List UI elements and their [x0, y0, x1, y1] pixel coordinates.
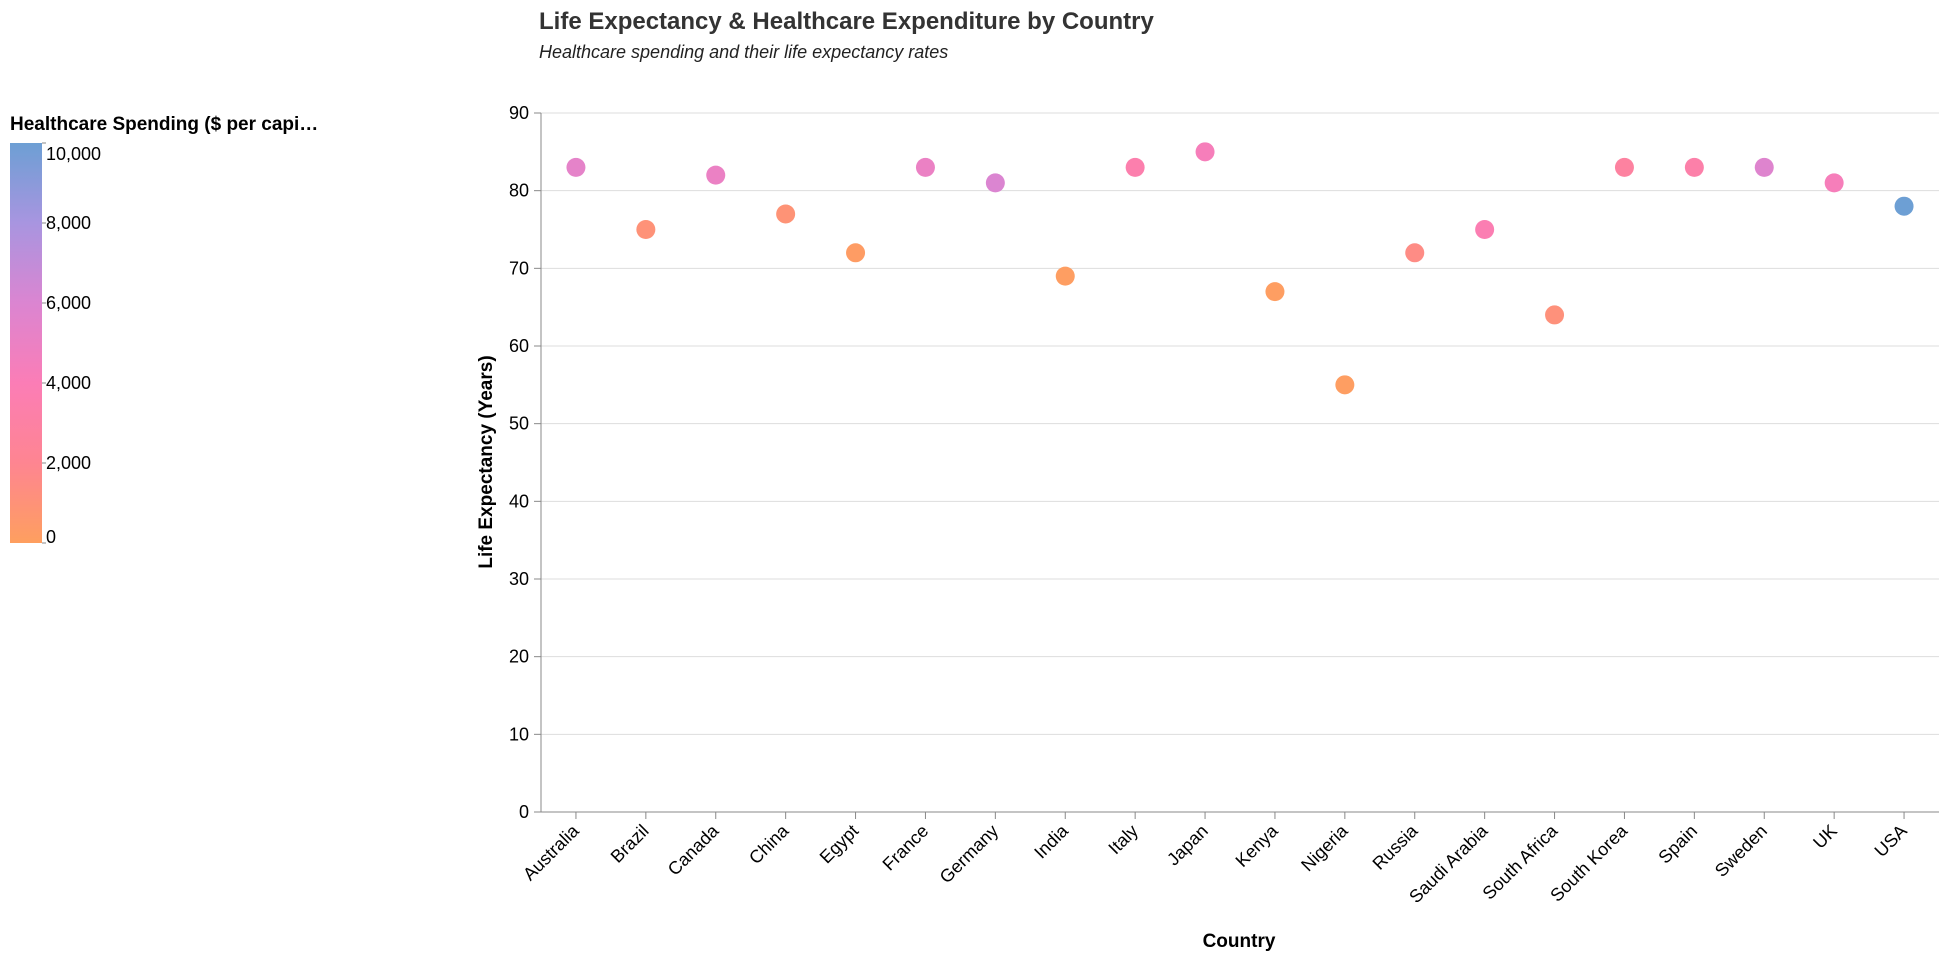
legend-tick-label: 10,000	[46, 144, 101, 164]
point-japan[interactable]	[1195, 142, 1215, 162]
legend-tick-label: 8,000	[46, 213, 91, 233]
x-axis: Australia Brazil Canada China Egypt France Ger…	[519, 811, 1939, 907]
x-tick-label-egypt: Egypt	[816, 821, 863, 868]
x-tick-label-canada: Canada	[664, 820, 723, 879]
y-tick-label: 50	[509, 414, 529, 434]
y-axis: 0 10 20 30 40 50 60 70 80 90	[509, 103, 542, 822]
point-france[interactable]	[915, 157, 935, 177]
x-tick-label-nigeria: Nigeria	[1297, 820, 1352, 875]
x-tick-label-spain: Spain	[1654, 821, 1701, 868]
x-tick-label-france: France	[879, 821, 933, 875]
legend-tick-label: 4,000	[46, 373, 91, 393]
y-tick-label: 0	[519, 802, 529, 822]
x-tick-label-brazil: Brazil	[607, 821, 653, 867]
point-kenya[interactable]	[1265, 282, 1285, 302]
x-tick-label-usa: USA	[1871, 821, 1911, 861]
x-tick-label-india: India	[1030, 820, 1072, 862]
x-tick-label-china: China	[745, 820, 793, 868]
x-tick-label-australia: Australia	[519, 820, 583, 884]
x-tick-label-germany: Germany	[936, 821, 1002, 887]
y-tick-label: 90	[509, 103, 529, 123]
legend-ticks: 0 2,000 4,000 6,000 8,000 10,000	[42, 142, 101, 547]
point-china[interactable]	[776, 204, 796, 224]
y-axis-label: Life Expectancy (Years)	[476, 355, 497, 568]
point-south-korea[interactable]	[1614, 157, 1634, 177]
y-tick-label: 30	[509, 569, 529, 589]
data-points	[566, 142, 1914, 395]
point-sweden[interactable]	[1754, 157, 1774, 177]
point-nigeria[interactable]	[1335, 375, 1355, 395]
point-india[interactable]	[1055, 266, 1075, 286]
point-canada[interactable]	[706, 165, 726, 185]
x-tick-label-sweden: Sweden	[1711, 821, 1771, 881]
point-uk[interactable]	[1824, 173, 1844, 193]
legend-tick-label: 6,000	[46, 293, 91, 313]
point-brazil[interactable]	[636, 220, 656, 239]
point-australia[interactable]	[566, 157, 586, 177]
point-germany[interactable]	[985, 173, 1005, 193]
x-axis-label: Country	[1203, 931, 1276, 952]
point-usa[interactable]	[1894, 196, 1914, 216]
x-tick-label-japan: Japan	[1163, 821, 1212, 870]
y-tick-label: 60	[509, 336, 529, 356]
x-tick-label-italy: Italy	[1104, 821, 1141, 858]
y-tick-label: 20	[509, 647, 529, 667]
y-gridlines	[541, 112, 1939, 813]
y-tick-label: 70	[509, 258, 529, 278]
point-south-africa[interactable]	[1545, 305, 1565, 325]
point-egypt[interactable]	[846, 243, 866, 263]
y-tick-label: 40	[509, 491, 529, 511]
chart-title: Life Expectancy & Healthcare Expenditure…	[539, 8, 1154, 35]
legend-gradient-bar	[10, 143, 42, 543]
point-spain[interactable]	[1684, 157, 1704, 177]
legend-tick-label: 0	[46, 527, 56, 547]
point-italy[interactable]	[1125, 157, 1145, 177]
point-russia[interactable]	[1405, 243, 1425, 263]
y-tick-label: 10	[509, 724, 529, 744]
color-legend: Healthcare Spending ($ per capi… 0 2,000 4…	[10, 114, 318, 547]
x-tick-label-kenya: Kenya	[1232, 820, 1283, 871]
legend-tick-label: 2,000	[46, 453, 91, 473]
point-saudi-arabia[interactable]	[1475, 220, 1495, 239]
y-tick-label: 80	[509, 181, 529, 201]
legend-title: Healthcare Spending ($ per capi…	[10, 114, 318, 135]
chart-subtitle: Healthcare spending and their life expec…	[539, 42, 948, 62]
x-tick-label-uk: UK	[1809, 821, 1841, 853]
x-tick-label-russia: Russia	[1369, 820, 1423, 874]
